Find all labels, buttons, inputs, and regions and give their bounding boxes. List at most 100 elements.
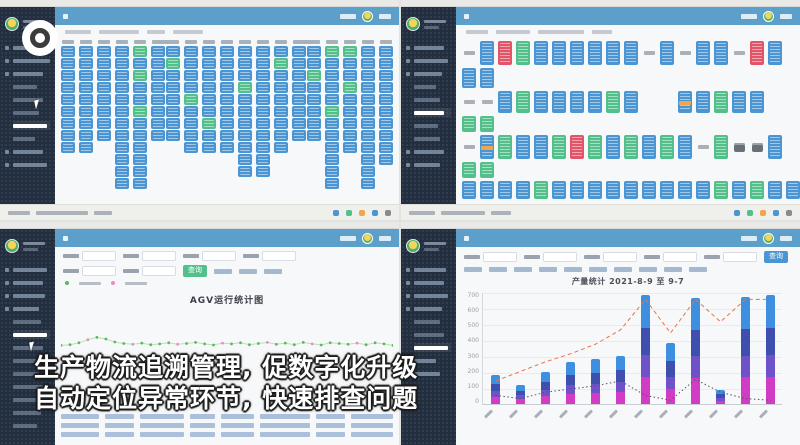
status-card[interactable]	[184, 46, 198, 57]
status-card[interactable]	[696, 41, 710, 65]
status-card[interactable]	[220, 94, 234, 105]
status-card[interactable]	[79, 46, 93, 57]
status-card[interactable]	[151, 130, 165, 141]
status-card[interactable]	[61, 142, 75, 153]
status-card[interactable]	[516, 135, 530, 159]
status-card[interactable]	[115, 130, 129, 141]
table-row[interactable]	[61, 414, 394, 419]
status-card[interactable]	[343, 58, 357, 69]
status-card[interactable]	[151, 58, 165, 69]
status-card[interactable]	[588, 41, 602, 65]
status-card[interactable]	[133, 130, 147, 141]
status-card[interactable]	[274, 118, 288, 129]
status-card[interactable]	[307, 118, 321, 129]
status-card[interactable]	[750, 91, 764, 113]
search-button[interactable]: 查询	[183, 265, 207, 277]
status-card[interactable]	[133, 46, 147, 57]
status-card[interactable]	[570, 41, 584, 65]
field-input[interactable]	[483, 252, 517, 262]
status-card[interactable]	[534, 135, 548, 159]
menu-toggle-icon[interactable]	[63, 13, 68, 19]
sidebar-subitem[interactable]	[13, 95, 50, 104]
status-card[interactable]	[61, 130, 75, 141]
status-card[interactable]	[202, 94, 216, 105]
status-card[interactable]	[624, 135, 638, 159]
status-card[interactable]	[202, 70, 216, 81]
status-card[interactable]	[768, 181, 782, 199]
status-card[interactable]	[307, 70, 321, 81]
menu-toggle-icon[interactable]	[63, 235, 68, 241]
status-card[interactable]	[133, 70, 147, 81]
status-card[interactable]	[184, 70, 198, 81]
status-card[interactable]	[343, 130, 357, 141]
status-card[interactable]	[184, 58, 198, 69]
footer-icon[interactable]	[346, 209, 352, 216]
status-card[interactable]	[202, 82, 216, 93]
status-card[interactable]	[307, 130, 321, 141]
status-card[interactable]	[379, 154, 393, 165]
field-input[interactable]	[142, 251, 176, 261]
sidebar-item[interactable]	[406, 356, 451, 365]
status-card[interactable]	[256, 70, 270, 81]
status-card[interactable]	[516, 41, 530, 65]
status-card[interactable]	[516, 91, 530, 113]
status-card[interactable]	[361, 70, 375, 81]
status-card[interactable]	[79, 94, 93, 105]
status-card[interactable]	[462, 116, 476, 132]
header-avatar-icon[interactable]	[362, 232, 373, 244]
field-input[interactable]	[142, 266, 176, 276]
status-card[interactable]	[361, 130, 375, 141]
sidebar-subitem[interactable]	[13, 369, 50, 378]
status-card[interactable]	[732, 181, 746, 199]
status-card[interactable]	[768, 41, 782, 65]
status-card[interactable]	[516, 181, 530, 199]
sidebar-item[interactable]	[5, 265, 50, 274]
header-avatar-icon[interactable]	[362, 10, 373, 22]
status-card[interactable]	[361, 94, 375, 105]
status-card[interactable]	[61, 58, 75, 69]
status-card[interactable]	[115, 166, 129, 177]
status-card[interactable]	[379, 118, 393, 129]
status-card[interactable]	[238, 94, 252, 105]
field-input[interactable]	[543, 252, 577, 262]
status-card[interactable]	[696, 91, 710, 113]
sidebar-item[interactable]	[5, 69, 50, 78]
status-card[interactable]	[292, 82, 306, 93]
status-card[interactable]	[133, 142, 147, 153]
search-button[interactable]: 查询	[764, 251, 788, 263]
sidebar-item[interactable]	[406, 265, 451, 274]
table-row[interactable]	[61, 432, 394, 437]
status-card[interactable]	[325, 94, 339, 105]
status-card[interactable]	[642, 181, 656, 199]
status-card[interactable]	[361, 118, 375, 129]
status-card[interactable]	[274, 70, 288, 81]
status-card[interactable]	[220, 46, 234, 57]
sidebar-subitem[interactable]	[13, 82, 50, 91]
status-card[interactable]	[462, 68, 476, 88]
sidebar-item[interactable]	[406, 304, 451, 313]
status-card[interactable]	[624, 91, 638, 113]
status-card[interactable]	[660, 41, 674, 65]
status-card[interactable]	[151, 106, 165, 117]
status-card[interactable]	[133, 106, 147, 117]
status-card[interactable]	[274, 82, 288, 93]
sidebar-item[interactable]	[406, 369, 451, 378]
status-card[interactable]	[361, 166, 375, 177]
status-card[interactable]	[534, 41, 548, 65]
status-card[interactable]	[61, 70, 75, 81]
status-card[interactable]	[379, 106, 393, 117]
tab-link[interactable]	[614, 267, 632, 272]
printer-icon[interactable]	[732, 135, 746, 159]
footer-icon[interactable]	[773, 209, 779, 216]
status-card[interactable]	[379, 94, 393, 105]
status-card[interactable]	[343, 82, 357, 93]
status-card[interactable]	[97, 82, 111, 93]
status-card[interactable]	[325, 130, 339, 141]
status-card[interactable]	[750, 41, 764, 65]
table-row[interactable]	[61, 423, 394, 428]
status-card[interactable]	[343, 142, 357, 153]
status-card[interactable]	[79, 82, 93, 93]
status-card[interactable]	[151, 82, 165, 93]
status-card[interactable]	[184, 106, 198, 117]
status-card[interactable]	[307, 58, 321, 69]
